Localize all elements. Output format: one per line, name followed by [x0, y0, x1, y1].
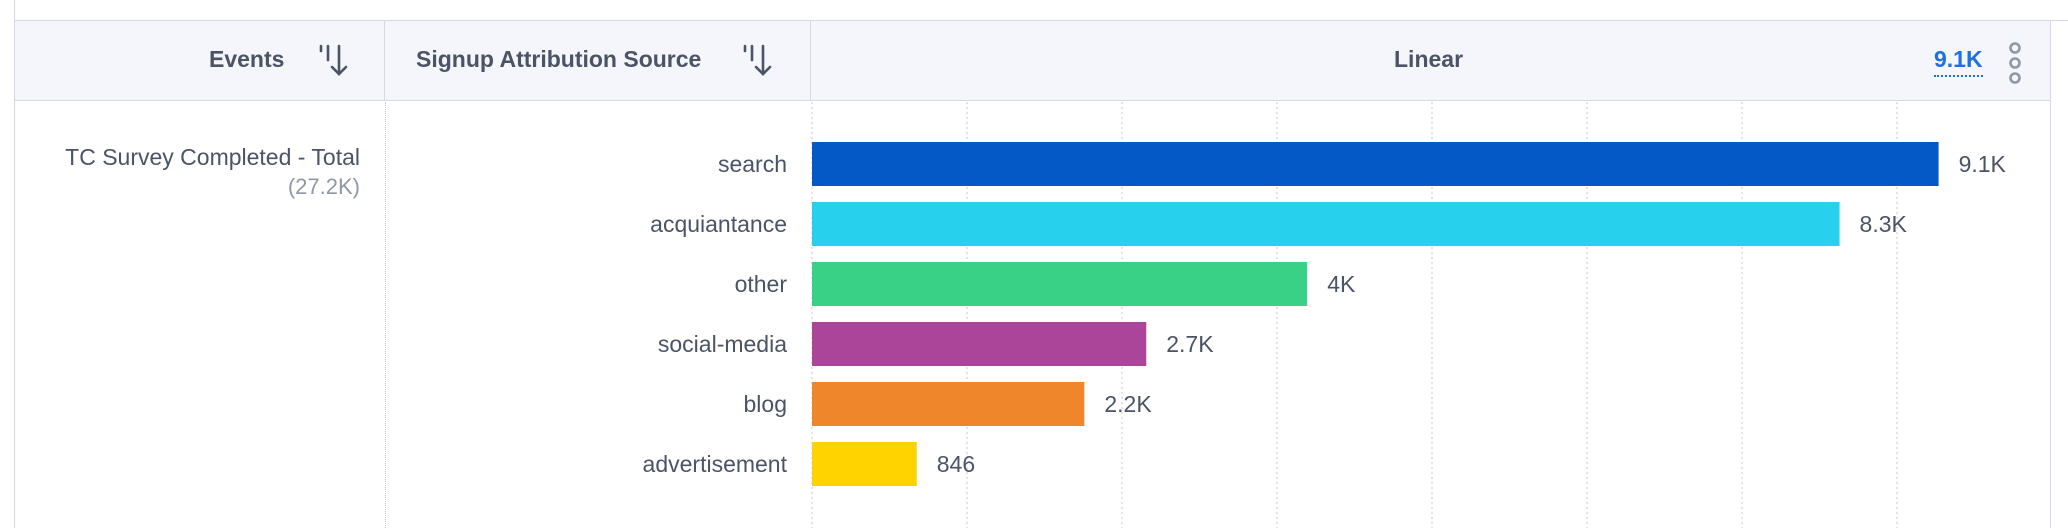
- top-border: [14, 20, 2068, 21]
- linear-scale-header[interactable]: Linear: [1394, 46, 1464, 72]
- value-label: 2.7K: [1166, 331, 1214, 357]
- body-divider-1: [385, 102, 386, 528]
- more-options-icon[interactable]: [2003, 40, 2027, 86]
- value-label: 4K: [1327, 271, 1356, 297]
- attribution-column-header[interactable]: Signup Attribution Source: [416, 46, 702, 72]
- header-divider-2: [810, 21, 811, 101]
- value-label: 2.2K: [1104, 391, 1152, 417]
- left-border: [14, 0, 15, 528]
- bar-other[interactable]: [812, 262, 1308, 306]
- sort-attribution-icon[interactable]: [739, 42, 773, 78]
- table-header: [15, 21, 2050, 101]
- category-label: advertisement: [643, 451, 788, 477]
- bar-advertisement[interactable]: [812, 442, 917, 486]
- value-label: 8.3K: [1860, 211, 1908, 237]
- bar-blog[interactable]: [812, 382, 1085, 426]
- sort-events-icon[interactable]: [315, 42, 349, 78]
- bar-acquiantance[interactable]: [812, 202, 1840, 246]
- header-divider-1: [384, 21, 385, 101]
- event-total: (27.2K): [287, 174, 360, 199]
- bar-search[interactable]: [812, 142, 1939, 186]
- category-label: search: [718, 151, 787, 177]
- value-label: 9.1K: [1959, 151, 2007, 177]
- events-column-header[interactable]: Events: [209, 46, 285, 72]
- right-border: [2050, 20, 2051, 528]
- bar-social-media[interactable]: [812, 322, 1147, 366]
- category-label: blog: [744, 391, 787, 417]
- event-name[interactable]: TC Survey Completed - Total: [65, 144, 360, 170]
- max-value-link[interactable]: 9.1K: [1934, 46, 1983, 77]
- category-label: acquiantance: [650, 211, 787, 237]
- category-label: social-media: [658, 331, 787, 357]
- value-label: 846: [937, 451, 975, 477]
- category-label: other: [735, 271, 788, 297]
